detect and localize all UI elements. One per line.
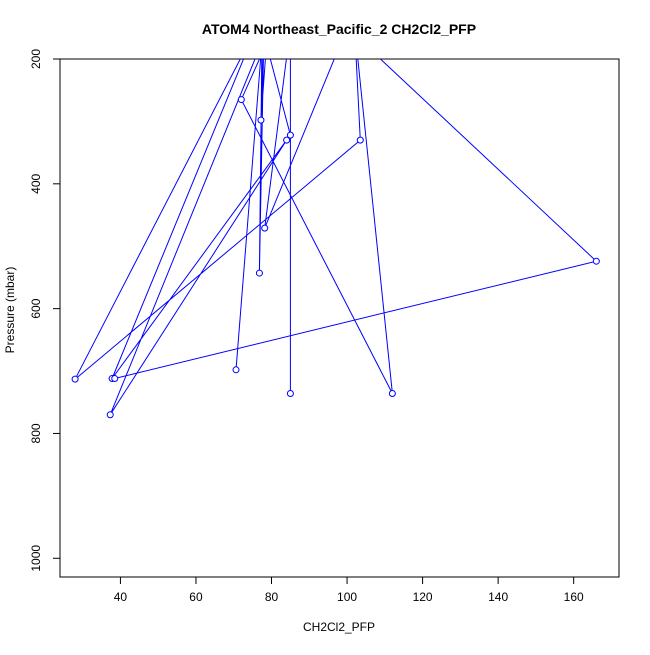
data-point (106, 411, 114, 419)
data-points (71, 96, 600, 419)
chart-title: ATOM4 Northeast_Pacific_2 CH2Cl2_PFP (202, 21, 476, 37)
x-axis: 40 60 80 100 120 140 160 (114, 576, 584, 604)
data-point (286, 390, 294, 398)
x-tick-label: 140 (488, 590, 508, 604)
data-point (356, 136, 364, 144)
y-axis: 200 400 600 800 1000 (29, 49, 61, 572)
data-point (255, 269, 263, 277)
x-tick-label: 40 (114, 590, 128, 604)
y-tick-label: 600 (29, 298, 43, 318)
y-tick-label: 200 (29, 49, 43, 69)
data-point (286, 131, 294, 139)
data-point (71, 375, 79, 383)
x-tick-label: 120 (413, 590, 433, 604)
y-tick-label: 1000 (29, 545, 43, 572)
y-tick-label: 800 (29, 423, 43, 443)
data-point (257, 116, 265, 124)
data-point (592, 257, 600, 265)
x-axis-label: CH2Cl2_PFP (303, 620, 375, 634)
data-series (74, 59, 598, 415)
data-point (111, 375, 119, 383)
data-point (261, 224, 269, 232)
data-point (283, 136, 291, 144)
data-point (232, 366, 240, 374)
x-tick-label: 80 (265, 590, 279, 604)
data-point (388, 390, 396, 398)
y-tick-label: 400 (29, 173, 43, 193)
x-tick-label: 100 (337, 590, 357, 604)
data-point (237, 96, 245, 104)
x-tick-label: 160 (564, 590, 584, 604)
y-axis-label: Pressure (mbar) (3, 267, 17, 354)
series-line (74, 59, 598, 415)
x-tick-label: 60 (189, 590, 203, 604)
